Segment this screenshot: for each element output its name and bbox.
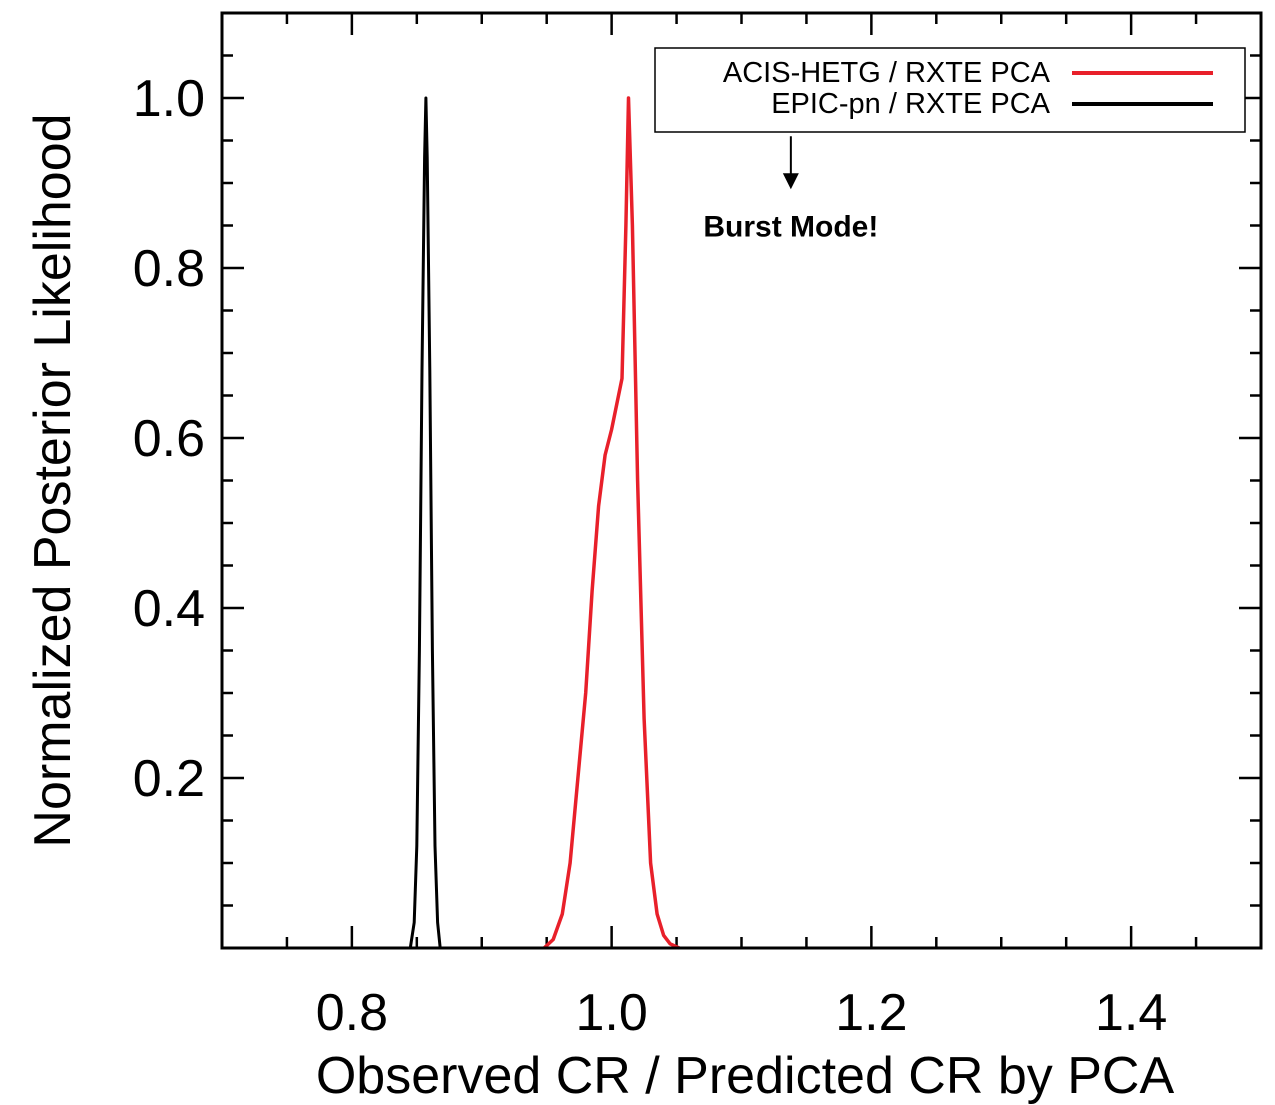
x-tick-label: 0.8 [316, 984, 388, 1042]
x-tick-label: 1.0 [575, 984, 647, 1042]
x-tick-label: 1.2 [835, 984, 907, 1042]
plot-frame [220, 11, 1263, 950]
annotation-text: Burst Mode! [703, 211, 878, 244]
legend-box [654, 47, 1246, 133]
y-tick-label: 0.6 [133, 410, 205, 468]
y-axis-label: Normalized Posterior Likelihood [24, 113, 82, 847]
burst-mode-annotation: Burst Mode! [703, 136, 878, 244]
series-acis-hetg-line [542, 96, 680, 950]
legend: ACIS-HETG / RXTE PCA EPIC-pn / RXTE PCA [654, 47, 1246, 133]
ticks-layer [220, 13, 1263, 948]
legend-label-epic-pn: EPIC-pn / RXTE PCA [771, 88, 1050, 120]
y-tick-label: 0.4 [133, 580, 205, 638]
legend-label-acis-hetg: ACIS-HETG / RXTE PCA [723, 57, 1051, 89]
y-tick-label: 0.8 [133, 240, 205, 298]
series-layer [408, 96, 680, 950]
labels-layer: 0.8 1.0 1.2 1.4 0.2 0.4 0.6 0.8 1.0 [133, 70, 1168, 1042]
y-tick-label: 1.0 [133, 70, 205, 128]
y-tick-label: 0.2 [133, 750, 205, 808]
x-tick-label: 1.4 [1095, 984, 1167, 1042]
annotation-arrow-head [782, 173, 799, 190]
series-epic-pn-line [408, 96, 442, 949]
x-axis-label: Observed CR / Predicted CR by PCA [316, 1047, 1175, 1105]
